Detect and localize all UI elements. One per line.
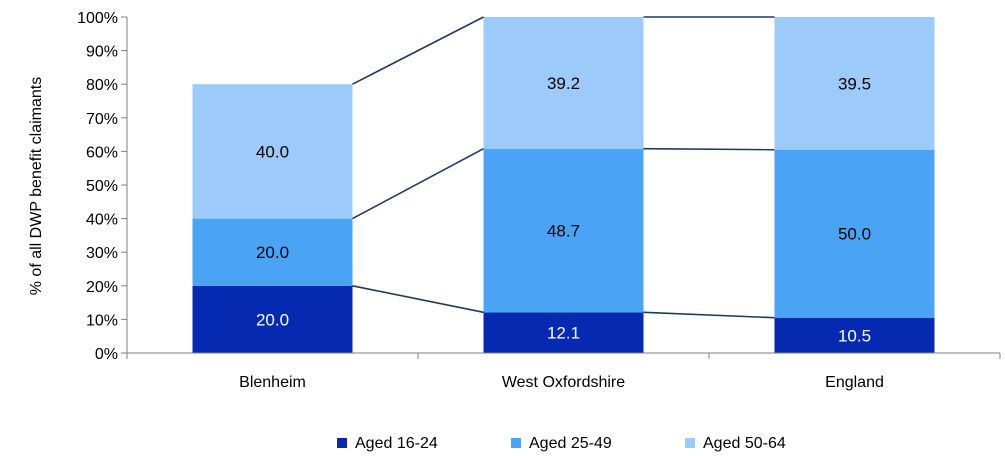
- data-label: 20.0: [256, 243, 289, 262]
- series-line: [643, 311, 775, 319]
- legend-item: Aged 50-64: [685, 435, 786, 452]
- y-tick-label: 10%: [86, 312, 118, 329]
- y-tick-label: 60%: [86, 144, 118, 161]
- x-tick-label: England: [825, 374, 884, 391]
- y-tick-label: 80%: [86, 77, 118, 94]
- legend-swatch: [511, 438, 521, 448]
- y-tick-label: 40%: [86, 212, 118, 229]
- data-label: 50.0: [838, 225, 871, 244]
- y-tick-label: 0%: [95, 346, 118, 363]
- plot-area: 20.0 20.0 40.0 12.1 48.7 39.2 10.5 50.0 39.5: [192, 16, 935, 353]
- x-tick-label: West Oxfordshire: [502, 374, 625, 391]
- y-axis-label: % of all DWP benefit claimants: [28, 77, 45, 295]
- bar-segment: [774, 149, 935, 318]
- series-line: [352, 148, 484, 220]
- bar-segment: [483, 17, 644, 149]
- data-label: 20.0: [256, 310, 289, 329]
- data-label: 10.5: [838, 326, 871, 345]
- legend-swatch: [685, 438, 695, 448]
- y-tick-label: 30%: [86, 245, 118, 262]
- y-tick-label: 50%: [86, 178, 118, 195]
- data-label: 39.2: [547, 74, 580, 93]
- x-tick-label: Blenheim: [239, 374, 306, 391]
- y-tick-label: 70%: [86, 111, 118, 128]
- legend-swatch: [337, 438, 347, 448]
- data-label: 48.7: [547, 222, 580, 241]
- y-tick-label: 20%: [86, 279, 118, 296]
- y-tick-label: 90%: [86, 44, 118, 61]
- legend-label: Aged 50-64: [703, 435, 786, 452]
- bar-segment: [192, 84, 353, 219]
- bar-segment: [483, 312, 644, 353]
- x-axis: Blenheim West Oxfordshire England: [126, 352, 1001, 391]
- data-label: 39.5: [838, 74, 871, 93]
- bar-segment: [483, 148, 644, 313]
- bar-segment: [192, 218, 353, 286]
- legend-label: Aged 16-24: [355, 435, 438, 452]
- y-axis: 0% 10% 20% 30% 40% 50% 60% 70% 80% 90% 100%: [77, 10, 128, 363]
- bar-segment: [774, 17, 935, 150]
- series-line: [352, 16, 484, 85]
- y-tick-label: 100%: [77, 10, 118, 27]
- legend-label: Aged 25-49: [529, 435, 612, 452]
- legend-item: Aged 16-24: [337, 435, 438, 452]
- legend-item: Aged 25-49: [511, 435, 612, 452]
- legend: Aged 16-24 Aged 25-49 Aged 50-64: [337, 435, 786, 452]
- bar-segment: [774, 317, 935, 353]
- series-line: [643, 147, 775, 151]
- series-line: [352, 285, 484, 314]
- data-label: 12.1: [547, 324, 580, 343]
- bar-segment: [192, 285, 353, 353]
- data-label: 40.0: [256, 142, 289, 161]
